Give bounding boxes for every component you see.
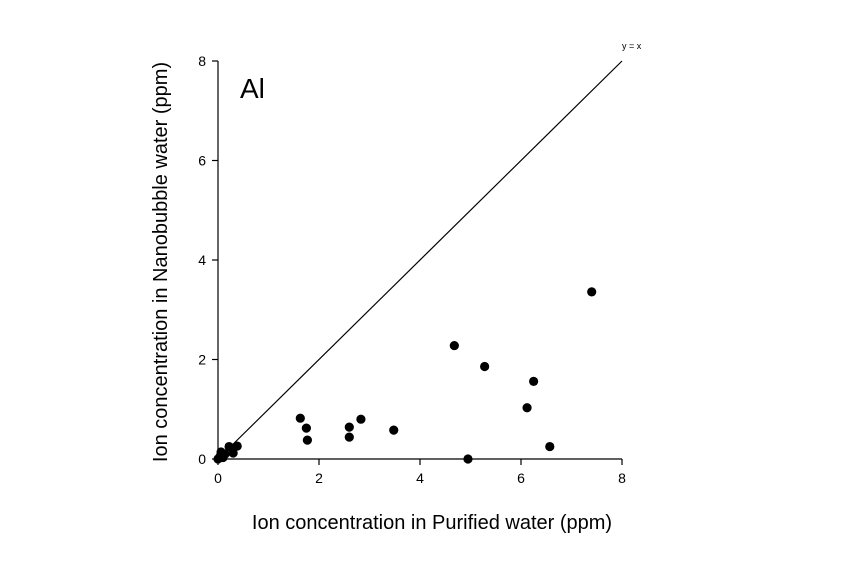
data-point (587, 287, 597, 297)
x-tick-label: 2 (315, 470, 323, 486)
y-tick-label: 4 (198, 252, 206, 268)
panel-label: Al (240, 73, 265, 104)
data-point (302, 435, 312, 445)
y-tick-label: 2 (198, 352, 206, 368)
axes-group: 0 2 4 6 8 0 2 4 6 8 (198, 53, 626, 486)
data-point (480, 361, 490, 372)
x-tick-label: 8 (618, 470, 626, 486)
data-point (301, 423, 311, 433)
x-tick-label: 6 (517, 470, 525, 486)
x-axis-title: Ion concentration in Purified water (ppm… (252, 512, 612, 534)
data-point (463, 454, 473, 464)
data-point (344, 422, 354, 432)
data-point (295, 413, 305, 423)
data-point (545, 441, 555, 452)
data-point (389, 425, 399, 435)
reference-line-label: y = x (622, 41, 642, 51)
data-point (449, 340, 459, 351)
data-point (356, 414, 366, 424)
data-point (529, 376, 539, 386)
data-point (220, 449, 230, 459)
y-axis-title: Ion concentration in Nanobubble water (p… (150, 62, 172, 462)
x-tick-label: 0 (214, 470, 222, 486)
reference-line-group (217, 60, 623, 460)
x-tick-label: 4 (416, 470, 424, 486)
data-point (228, 448, 238, 458)
data-point (232, 441, 242, 451)
data-point (344, 432, 354, 442)
data-point (522, 403, 532, 413)
y-tick-label: 6 (198, 153, 206, 169)
y-tick-label: 0 (198, 451, 206, 467)
reference-line-y-equals-x (217, 60, 623, 460)
y-tick-label: 8 (198, 53, 206, 69)
data-points-group (213, 287, 597, 464)
